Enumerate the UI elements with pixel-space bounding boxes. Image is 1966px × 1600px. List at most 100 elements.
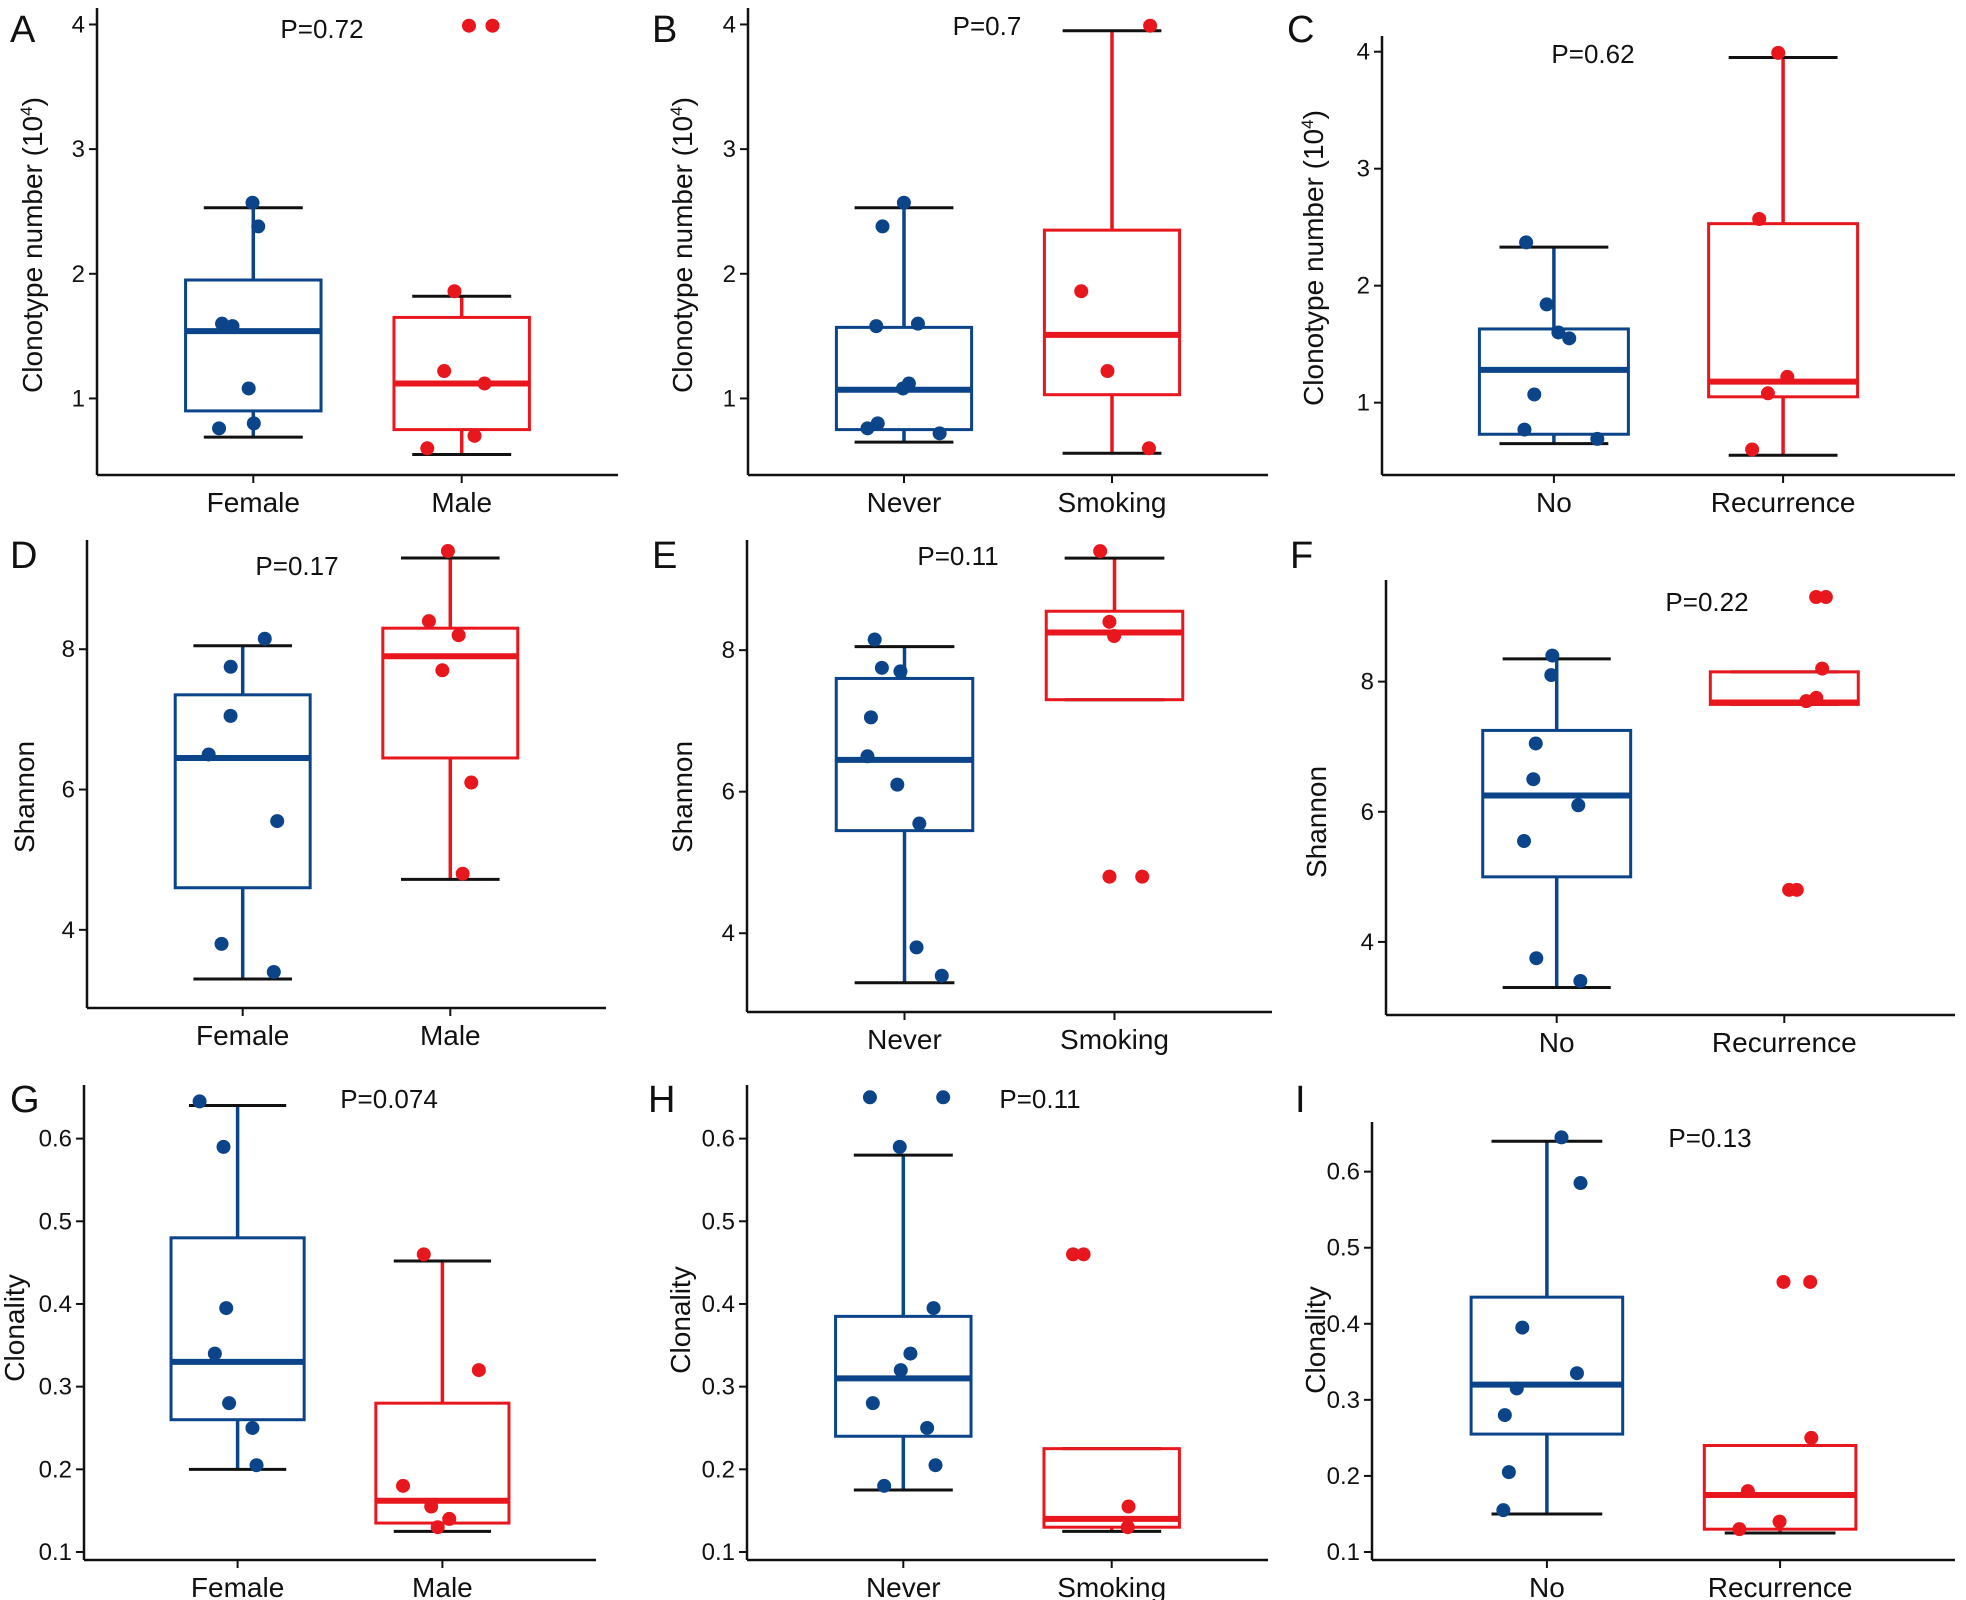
data-point <box>1501 1465 1516 1480</box>
box-iqr <box>1042 228 1182 397</box>
data-point <box>424 1499 439 1514</box>
data-point <box>245 195 260 210</box>
panel-c: 1 2 3 4 No Recurrence C P=0.62 Clonotype number … <box>1287 9 1955 518</box>
box-group2 <box>381 544 520 881</box>
data-point <box>214 936 229 951</box>
data-point <box>860 749 875 764</box>
data-point <box>421 614 436 629</box>
y-tick-label: 8 <box>722 637 735 664</box>
y-axis-title: Clonotype number (104) <box>667 97 698 393</box>
panel-letter: A <box>10 9 36 51</box>
box-iqr <box>1042 1447 1181 1529</box>
y-axis-title: Shannon <box>667 741 698 853</box>
y-axis-title-text: Clonality <box>1300 1286 1331 1393</box>
box-group1 <box>1481 648 1633 989</box>
data-point <box>251 219 266 234</box>
data-point <box>1573 973 1588 988</box>
y-tick-label: 2 <box>1357 273 1370 300</box>
y-tick-label: 0.2 <box>1327 1463 1360 1490</box>
data-point <box>867 632 882 647</box>
data-point <box>1780 369 1795 384</box>
data-point <box>215 316 230 331</box>
y-tick-label: 0.4 <box>1327 1311 1360 1338</box>
data-point <box>437 364 452 379</box>
data-point <box>451 628 466 643</box>
data-point <box>1545 648 1560 663</box>
y-axis-title: Shannon <box>1301 766 1332 878</box>
box-group1 <box>834 632 975 985</box>
x-tick-label: Smoking <box>1058 487 1167 518</box>
data-point <box>1732 1522 1747 1537</box>
y-tick-label: 4 <box>722 920 735 947</box>
data-point <box>903 1346 918 1361</box>
data-point <box>1497 1408 1512 1423</box>
y-tick-label: 0.6 <box>1327 1159 1360 1186</box>
data-point <box>909 940 924 955</box>
y-tick-label: 6 <box>1361 799 1374 826</box>
box-iqr <box>1469 1295 1625 1436</box>
panel-letter: F <box>1290 535 1313 577</box>
y-axis-title-superscript: 4 <box>1298 119 1317 128</box>
data-point <box>932 426 947 441</box>
y-axis-title: Clonotype number (104) <box>1298 110 1329 406</box>
data-point <box>477 376 492 391</box>
data-point <box>396 1478 411 1493</box>
y-axis-title-close: ) <box>17 97 48 106</box>
y-axis-title: Clonality <box>1300 1286 1331 1393</box>
y-tick-label: 6 <box>722 779 735 806</box>
data-point <box>216 1139 231 1154</box>
x-tick-label: Female <box>196 1020 289 1051</box>
data-point <box>893 1363 908 1378</box>
data-point <box>1102 614 1117 629</box>
box-iqr <box>374 1401 511 1525</box>
data-point <box>877 1478 892 1493</box>
data-point <box>896 195 911 210</box>
panel-letter: I <box>1295 1079 1306 1121</box>
y-tick-label: 0.1 <box>1327 1539 1360 1566</box>
data-point <box>1803 1274 1818 1289</box>
data-point <box>1519 235 1534 250</box>
data-point <box>1529 951 1544 966</box>
data-point <box>1526 772 1541 787</box>
y-tick-label: 4 <box>723 11 736 38</box>
p-value-label: P=0.11 <box>999 1084 1080 1114</box>
box-iqr <box>381 626 520 760</box>
data-point <box>1571 798 1586 813</box>
panel-a: 1 2 3 4 Female Male A P=0.72 Clonotype number (1… <box>10 8 618 518</box>
data-point <box>926 1301 941 1316</box>
y-axis-title: Clonality <box>0 1274 30 1381</box>
box-iqr <box>392 315 531 432</box>
data-point <box>863 710 878 725</box>
data-point <box>192 1094 207 1109</box>
y-axis-title-text: Shannon <box>9 741 40 853</box>
y-tick-label: 0.3 <box>1327 1387 1360 1414</box>
data-point <box>245 1420 260 1435</box>
data-point <box>1527 387 1542 402</box>
data-point <box>890 777 905 792</box>
data-point <box>1815 661 1830 676</box>
y-axis-title: Shannon <box>9 741 40 853</box>
y-axis-title-close: ) <box>667 97 698 106</box>
box-group2 <box>374 1247 511 1535</box>
p-value-label: P=0.17 <box>255 551 338 581</box>
x-tick-label: Never <box>866 1572 941 1600</box>
data-point <box>1066 1247 1081 1262</box>
y-tick-label: 8 <box>1361 669 1374 696</box>
data-point <box>1517 422 1532 437</box>
data-point <box>212 421 227 436</box>
y-tick-label: 0.3 <box>702 1374 735 1401</box>
panel-letter: E <box>652 535 677 577</box>
data-point <box>455 866 470 881</box>
y-tick-label: 0.4 <box>702 1291 735 1318</box>
y-tick-label: 3 <box>1357 156 1370 183</box>
y-tick-label: 1 <box>723 385 736 412</box>
data-point <box>1752 211 1767 226</box>
data-point <box>1772 1514 1787 1529</box>
y-axis-title-text: Clonotype number (10 <box>1298 129 1329 406</box>
data-point <box>874 660 889 675</box>
data-point <box>920 1420 935 1435</box>
box-group2 <box>1042 1247 1181 1535</box>
box-group1 <box>173 631 312 981</box>
box-group1 <box>1469 1130 1625 1518</box>
